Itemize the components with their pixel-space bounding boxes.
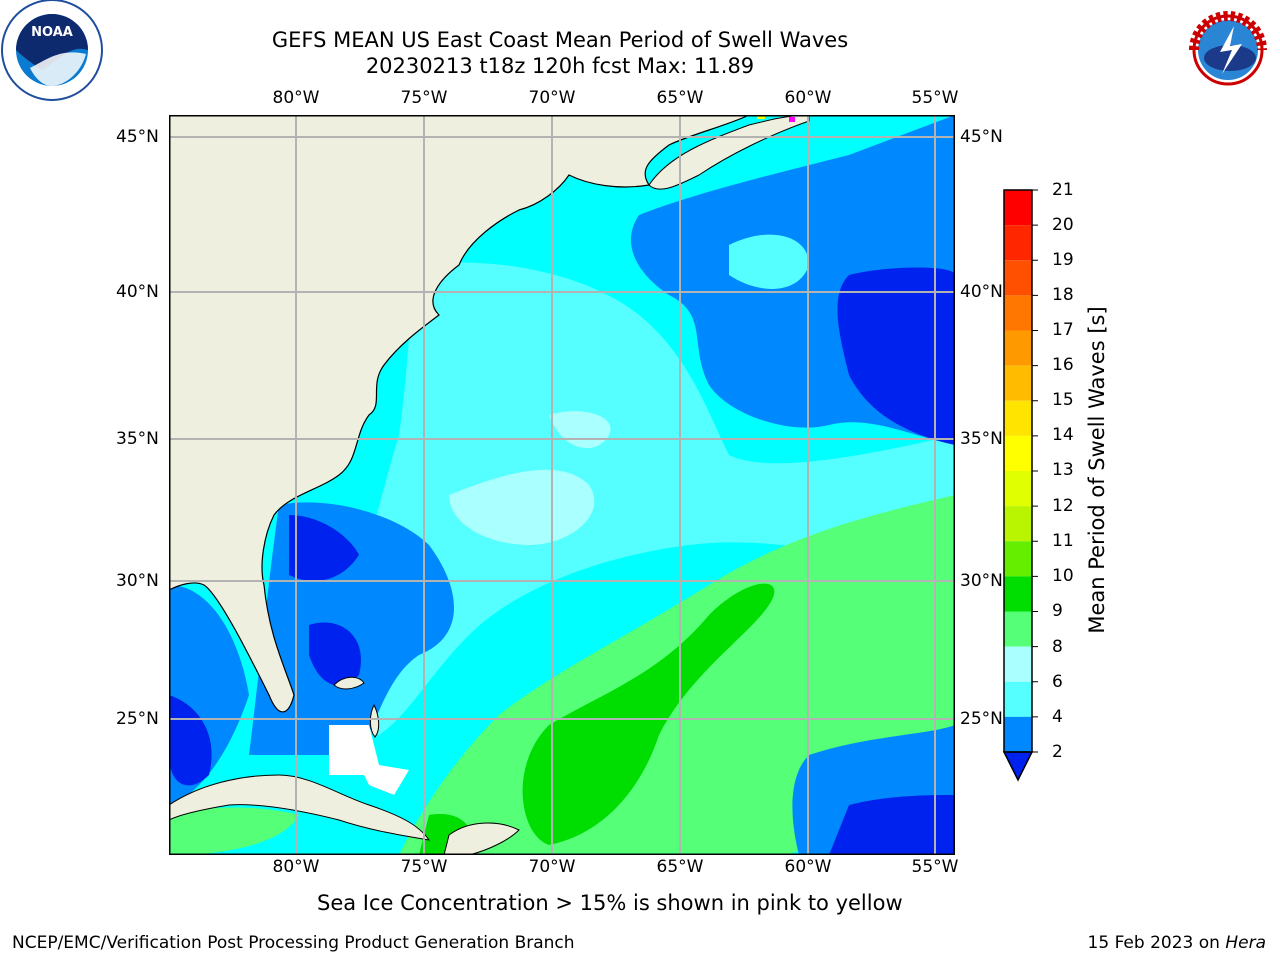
lon-tick-bottom-80w: 80°W [272,857,320,877]
lat-tick-left-35n: 35°N [116,429,159,449]
lon-tick-top-65w: 65°W [656,88,704,108]
field-zone-below-2 [309,622,361,686]
colorbar-box [1004,190,1032,226]
colorbar-label: 14 [1052,425,1074,445]
nws-logo [1176,0,1280,108]
lon-tick-bottom-60w: 60°W [784,857,832,877]
colorbar-box [1004,330,1032,366]
colorbar-box [1004,435,1032,471]
colorbar [1002,189,1038,782]
footer-credit: NCEP/EMC/Verification Post Processing Pr… [12,933,575,953]
colorbar-box [1004,471,1032,507]
land-cuba [169,774,431,841]
lon-tick-top-60w: 60°W [784,88,832,108]
lat-tick-left-30n: 30°N [116,571,159,591]
colorbar-box [1004,716,1032,752]
colorbar-label: 4 [1052,707,1063,727]
noaa-logo-text: NOAA [31,25,73,40]
field-zone-below-2 [837,267,955,445]
colorbar-box [1004,681,1032,717]
field-zone-10-11 [522,583,775,845]
lon-tick-bottom-75w: 75°W [400,857,448,877]
colorbar-label: 11 [1052,531,1074,551]
colorbar-box [1004,541,1032,577]
land-hispaniola [443,822,520,855]
colorbar-label: 20 [1052,215,1074,235]
colorbar-label: 19 [1052,250,1074,270]
no-data-bank [329,725,409,795]
colorbar-label: 13 [1052,460,1074,480]
colorbar-label: 8 [1052,637,1063,657]
lat-tick-left-25n: 25°N [116,709,159,729]
lat-tick-left-45n: 45°N [116,127,159,147]
lat-tick-right-40n: 40°N [960,282,1003,302]
colorbar-box [1004,365,1032,401]
colorbar-box [1004,506,1032,542]
lat-tick-right-45n: 45°N [960,127,1003,147]
colorbar-label: 15 [1052,390,1074,410]
colorbar-label: 17 [1052,320,1074,340]
lon-tick-bottom-70w: 70°W [528,857,576,877]
map-subtitle: 20230213 t18z 120h fcst Max: 11.89 [365,54,755,78]
land-north-america [169,115,750,713]
colorbar-label: 18 [1052,285,1074,305]
colorbar-label: 9 [1052,601,1063,621]
field-zone-6-8 [319,262,955,735]
land-bahamas [333,676,365,690]
field-zone-4-6 [729,234,809,289]
map-frame [169,115,955,855]
field-zone-below-2 [169,695,212,786]
land-bahamas [369,703,380,738]
colorbar-title: Mean Period of Swell Waves [s] [1085,306,1109,634]
colorbar-box [1004,400,1032,436]
colorbar-box [1004,611,1032,647]
lon-tick-top-75w: 75°W [400,88,448,108]
colorbar-extend-triangle [1002,751,1034,782]
sea-ice-pixel [789,117,795,122]
lat-tick-right-25n: 25°N [960,709,1003,729]
lon-tick-top-80w: 80°W [272,88,320,108]
colorbar-box [1004,576,1032,612]
graticule [169,115,955,855]
colorbar-box [1004,295,1032,331]
lon-tick-bottom-55w: 55°W [911,857,959,877]
colorbar-box [1004,260,1032,296]
field-zone-below-2 [829,795,955,855]
colorbar-box [1004,646,1032,682]
sea-ice-note: Sea Ice Concentration > 15% is shown in … [317,891,903,915]
lat-tick-right-30n: 30°N [960,571,1003,591]
swell-period-map [169,115,955,855]
field-zone-9-10 [169,807,299,855]
colorbar-label: 6 [1052,672,1063,692]
map-title: GEFS MEAN US East Coast Mean Period of S… [271,28,849,52]
colorbar-label: 12 [1052,496,1074,516]
colorbar-label: 21 [1052,180,1074,200]
lat-tick-left-40n: 40°N [116,282,159,302]
noaa-logo: NOAA [0,0,104,108]
field-zone-below-2 [289,515,359,581]
footer-machine: Hera [1225,933,1266,953]
lon-tick-top-55w: 55°W [911,88,959,108]
footer-date: 15 Feb 2023 on Hera [1088,933,1266,953]
lon-tick-bottom-65w: 65°W [656,857,704,877]
field-zone-8-9 [449,469,595,545]
colorbar-label: 2 [1052,742,1063,762]
colorbar-label: 10 [1052,566,1074,586]
colorbar-box [1004,225,1032,261]
lon-tick-top-70w: 70°W [528,88,576,108]
footer-date-text: 15 Feb 2023 on [1087,933,1226,953]
colorbar-label: 16 [1052,355,1074,375]
sea-ice-pixel [757,115,765,119]
lat-tick-right-35n: 35°N [960,429,1003,449]
